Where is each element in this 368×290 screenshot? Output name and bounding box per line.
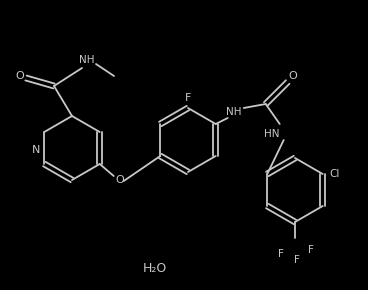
- Text: F: F: [294, 255, 300, 265]
- Text: Cl: Cl: [329, 169, 340, 179]
- Text: O: O: [289, 71, 297, 81]
- Text: F: F: [185, 93, 191, 103]
- Text: HN: HN: [264, 129, 279, 139]
- Text: O: O: [115, 175, 124, 185]
- Text: F: F: [308, 245, 314, 255]
- Text: NH: NH: [79, 55, 95, 65]
- Text: O: O: [15, 71, 24, 81]
- Text: N: N: [32, 145, 40, 155]
- Text: H₂O: H₂O: [143, 262, 167, 275]
- Text: F: F: [278, 249, 284, 259]
- Text: NH: NH: [226, 107, 241, 117]
